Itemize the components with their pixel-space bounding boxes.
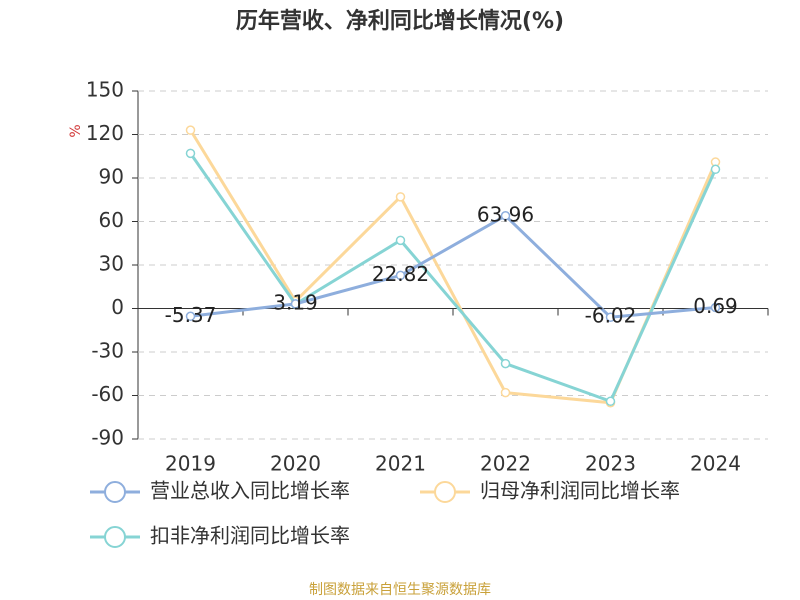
data-point: [290, 299, 301, 309]
legend-label: 营业总收入同比增长率: [150, 479, 350, 503]
y-tick-label: 60: [99, 208, 124, 232]
y-tick-label: 30: [99, 252, 124, 276]
data-point: [185, 148, 196, 159]
data-label: 63.96: [477, 202, 534, 226]
series-line: [190, 213, 716, 319]
x-tick-label: 2020: [270, 452, 321, 476]
y-tick-label: -90: [91, 426, 124, 450]
data-point: [395, 235, 406, 246]
data-point: [605, 396, 616, 407]
data-point: [710, 164, 721, 175]
y-tick-label: 120: [86, 121, 124, 145]
y-tick-label: -60: [91, 382, 124, 406]
legend-label: 归母净利润同比增长率: [480, 479, 680, 503]
data-label: -6.02: [585, 304, 637, 328]
series-line: [189, 152, 717, 404]
legend-marker: [434, 481, 456, 503]
data-point: [500, 358, 511, 369]
data-point: [185, 125, 196, 135]
chart-title: 历年营收、净利同比增长情况(%): [236, 8, 564, 34]
legend-label: 扣非净利润同比增长率: [150, 524, 350, 548]
y-tick-label: 90: [99, 165, 124, 189]
x-tick-label: 2021: [375, 452, 426, 476]
y-tick-label: 0: [111, 295, 124, 319]
x-tick-label: 2024: [690, 452, 741, 476]
data-point: [710, 302, 721, 313]
source-note: 制图数据来自恒生聚源数据库: [309, 582, 491, 598]
data-label: -5.37: [165, 303, 217, 327]
legend-marker: [104, 481, 126, 503]
data-label: 0.69: [693, 294, 738, 318]
legend-marker: [104, 526, 126, 548]
data-point: [500, 387, 511, 398]
x-tick-label: 2022: [480, 452, 531, 476]
data-point: [395, 270, 406, 281]
data-label: 22.82: [372, 262, 429, 286]
x-tick-label: 2023: [585, 452, 636, 476]
data-point: [500, 211, 511, 221]
y-axis-label: %: [68, 124, 84, 137]
y-tick-label: -30: [91, 339, 124, 363]
data-point: [395, 192, 406, 202]
data-label: 3.19: [273, 290, 318, 314]
data-point: [605, 312, 616, 322]
y-tick-label: 150: [86, 78, 124, 102]
data-point: [185, 311, 196, 322]
x-tick-label: 2019: [165, 452, 216, 476]
